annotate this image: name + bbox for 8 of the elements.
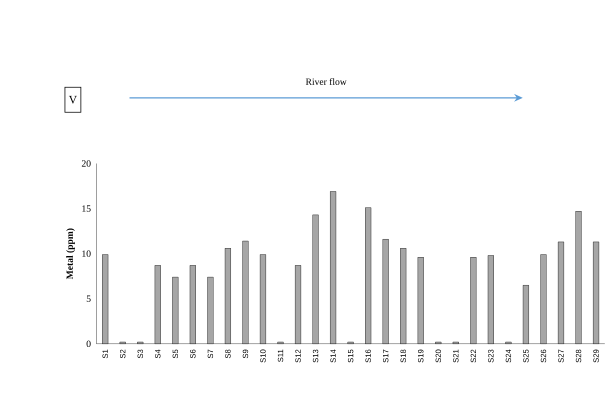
text: V	[68, 96, 77, 104]
y-tick-label: 10	[82, 250, 91, 258]
y-tick-label: 5	[86, 296, 91, 302]
text: River flow	[306, 78, 347, 86]
y-tick-label: 15	[82, 206, 91, 212]
y-tick-label: 0	[86, 340, 91, 348]
y-tick-label: 20	[82, 160, 91, 167]
y-axis-title: Metal (ppm)	[66, 228, 75, 280]
